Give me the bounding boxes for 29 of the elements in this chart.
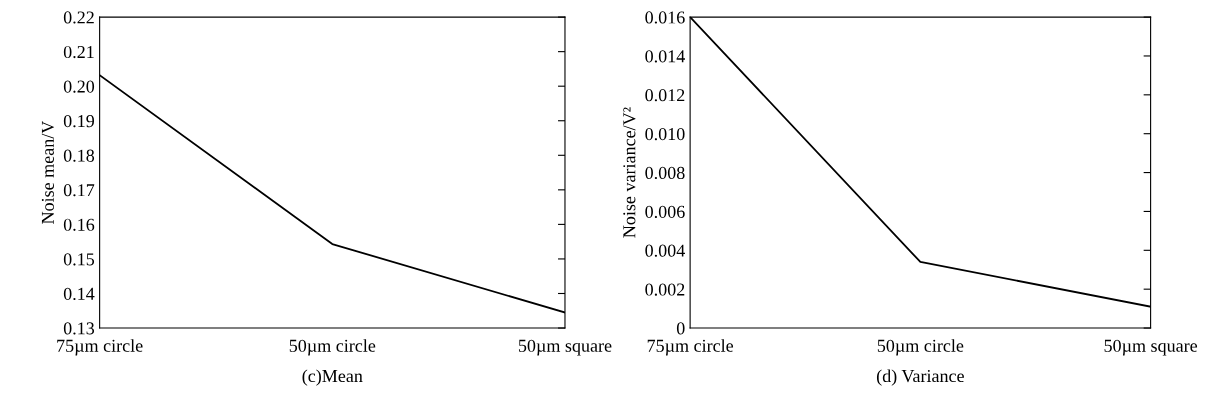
x-tick-label: 75µm circle (57, 339, 143, 356)
y-tick-label: 0 (676, 322, 685, 335)
y-tick-label: 0.18 (63, 149, 95, 162)
x-tick-label: 50µm circle (289, 339, 376, 356)
y-tick-label: 0.16 (63, 218, 95, 231)
x-axis-title: (c)Mean (302, 369, 363, 386)
y-axis-title: Noise mean/V (41, 120, 55, 224)
x-tick-label: 50µm square (1104, 339, 1198, 356)
y-tick-label: 0.19 (63, 115, 95, 128)
y-tick-label: 0.15 (63, 253, 95, 266)
y-tick-label: 0.016 (645, 11, 685, 24)
y-tick-label: 0.20 (63, 80, 95, 93)
y-tick-label: 0.14 (63, 287, 95, 301)
y-tick-label: 0.13 (63, 322, 95, 335)
y-tick-label: 0.22 (63, 11, 94, 24)
y-tick-label: 0.21 (63, 45, 94, 59)
y-tick-label: 0.008 (645, 166, 685, 180)
x-axis-title: (d) Variance (876, 369, 964, 386)
y-tick-label: 0.012 (645, 89, 685, 102)
x-tick-label: 50µm square (518, 339, 612, 356)
y-tick-label: 0.006 (645, 205, 685, 218)
x-tick-label: 75µm circle (647, 339, 734, 356)
x-tick-label: 50µm circle (877, 339, 964, 356)
y-tick-label: 0.002 (645, 283, 685, 296)
y-tick-label: 0.010 (645, 127, 685, 141)
y-axis-title: Noise variance/V² (623, 107, 636, 238)
y-tick-label: 0.004 (645, 244, 685, 257)
y-tick-label: 0.014 (645, 50, 685, 63)
y-tick-label: 0.17 (63, 184, 95, 197)
